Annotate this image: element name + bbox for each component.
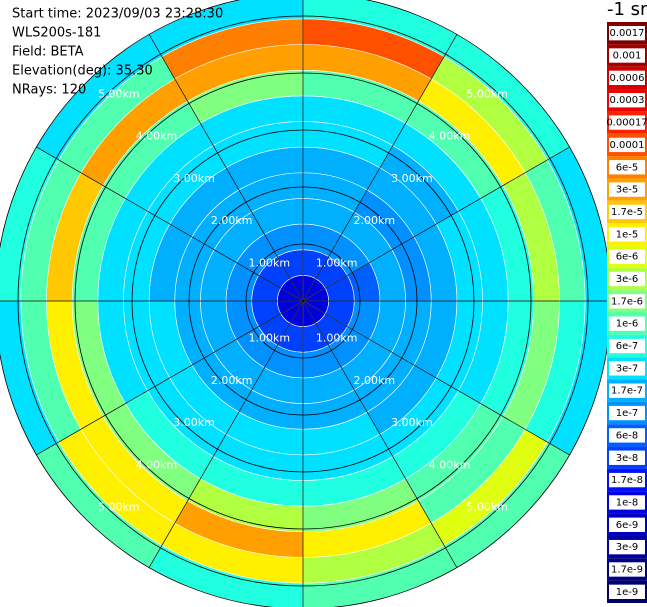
radial-line <box>302 300 570 456</box>
colorbar-label-box <box>609 227 645 242</box>
range-ring-label: 4.00km <box>429 458 471 471</box>
colorbar-label: 3e-5 <box>616 185 639 196</box>
range-ring-label: 1.00km <box>316 256 358 269</box>
range-ring-label: 2.00km <box>353 214 395 227</box>
colorbar-label: 0.0006 <box>610 73 645 84</box>
colorbar-label: 6e-5 <box>616 162 639 173</box>
colorbar-label: 1e-6 <box>616 319 639 330</box>
colorbar-label-box <box>609 472 645 488</box>
range-ring-label: 5.00km <box>466 500 508 513</box>
range-ring-label: 4.00km <box>429 130 471 143</box>
radial-line <box>36 146 304 302</box>
colorbar-label-box <box>609 361 645 376</box>
colorbar-label: 3e-6 <box>616 274 639 285</box>
range-ring-label: 1.00km <box>316 332 358 345</box>
colorbar-label-box <box>609 517 645 532</box>
colorbar-label: 6e-7 <box>616 341 639 352</box>
colorbar-label: 1.7e-6 <box>611 296 643 307</box>
colorbar-label-box <box>609 115 645 130</box>
range-ring-label: 1.00km <box>249 332 291 345</box>
range-ring-label: 2.00km <box>353 374 395 387</box>
colorbar-label-box <box>609 70 645 86</box>
colorbar-label: 0.0001 <box>610 140 645 151</box>
colorbar-label-box <box>609 271 645 287</box>
polar-grid <box>0 0 612 607</box>
colorbar-label: 1e-5 <box>616 229 639 240</box>
range-ring <box>74 72 532 530</box>
range-ring-label: 3.00km <box>173 172 215 185</box>
colorbar-label: 0.0003 <box>610 95 645 106</box>
colorbar-label-box <box>609 160 645 175</box>
range-ring-label: 3.00km <box>391 416 433 429</box>
range-ring <box>131 129 475 473</box>
colorbar-label-box <box>609 48 645 63</box>
colorbar-label: 3e-7 <box>616 363 639 374</box>
colorbar-label-box <box>609 428 645 443</box>
colorbar-label: 6e-9 <box>616 520 639 531</box>
range-ring <box>188 186 418 416</box>
range-ring-label: 5.00km <box>466 88 508 101</box>
colorbar-label-box <box>609 562 645 577</box>
colorbar-label-box <box>609 539 645 555</box>
ppi-field <box>0 0 612 607</box>
colorbar-label-box <box>609 405 645 421</box>
colorbar-label: 0.00017 <box>606 118 647 129</box>
colorbar-label-box <box>609 316 645 331</box>
info-line: WLS200s-181 <box>12 26 101 41</box>
colorbar-label: 1.7e-7 <box>611 386 643 397</box>
labels: 1.00km 1.00km 1.00km 1.00km 2.00km 2.00km 2.00… <box>12 7 508 514</box>
radial-line <box>302 146 570 302</box>
colorbar-label: 0.001 <box>613 51 642 62</box>
info-line: NRays: 120 <box>12 83 86 98</box>
colorbar-label-box <box>609 495 645 510</box>
info-line: Start time: 2023/09/03 23:28:30 <box>12 7 223 22</box>
colorbar-label-box <box>609 584 645 599</box>
colorbar-label-box <box>609 338 645 354</box>
colorbar-label-box <box>609 137 645 153</box>
radial-line <box>148 34 304 302</box>
range-ring-label: 3.00km <box>173 416 215 429</box>
range-ring-label: 2.00km <box>211 374 253 387</box>
colorbar-label: 1e-9 <box>616 587 639 598</box>
radial-line <box>302 34 458 302</box>
range-ring <box>245 243 361 359</box>
colorbar-label: 1e-8 <box>616 497 639 508</box>
colorbar-label-box <box>609 182 645 197</box>
colorbar-label: 3e-9 <box>616 542 639 553</box>
colorbar-label-box <box>609 204 645 220</box>
range-ring-label: 4.00km <box>136 130 178 143</box>
radial-line <box>148 300 304 568</box>
colorbar-label-box <box>609 93 645 108</box>
colorbar-label: 3e-8 <box>616 453 639 464</box>
colorbar-label: 6e-8 <box>616 430 639 441</box>
info-line: Field: BETA <box>12 45 84 60</box>
info-line: Elevation(deg): 35.30 <box>12 64 153 79</box>
range-ring-label: 1.00km <box>249 256 291 269</box>
colorbar-label-box <box>609 450 645 465</box>
colorbar-label: 0.0017 <box>610 28 645 39</box>
radial-line <box>36 300 304 456</box>
colorbar-label-box <box>609 294 645 309</box>
colorbar-label: 6e-6 <box>616 252 639 263</box>
range-ring-label: 2.00km <box>211 214 253 227</box>
colorbar-label-box <box>609 249 645 264</box>
colorbar-label: 1e-7 <box>616 408 639 419</box>
range-ring-label: 5.00km <box>98 500 140 513</box>
colorbar-label: 1.7e-9 <box>611 564 643 575</box>
range-ring-label: 3.00km <box>391 172 433 185</box>
radial-line <box>302 300 458 568</box>
colorbar-label: 1.7e-8 <box>611 475 643 486</box>
colorbar-label: 1.7e-5 <box>611 207 643 218</box>
range-ring <box>17 15 589 587</box>
colorbar-label-box <box>609 383 645 398</box>
range-ring-label: 4.00km <box>136 458 178 471</box>
range-ring-label: 5.00km <box>98 88 140 101</box>
colorbar-title: -1 sr <box>607 0 647 20</box>
colorbar-label-box <box>609 26 645 41</box>
